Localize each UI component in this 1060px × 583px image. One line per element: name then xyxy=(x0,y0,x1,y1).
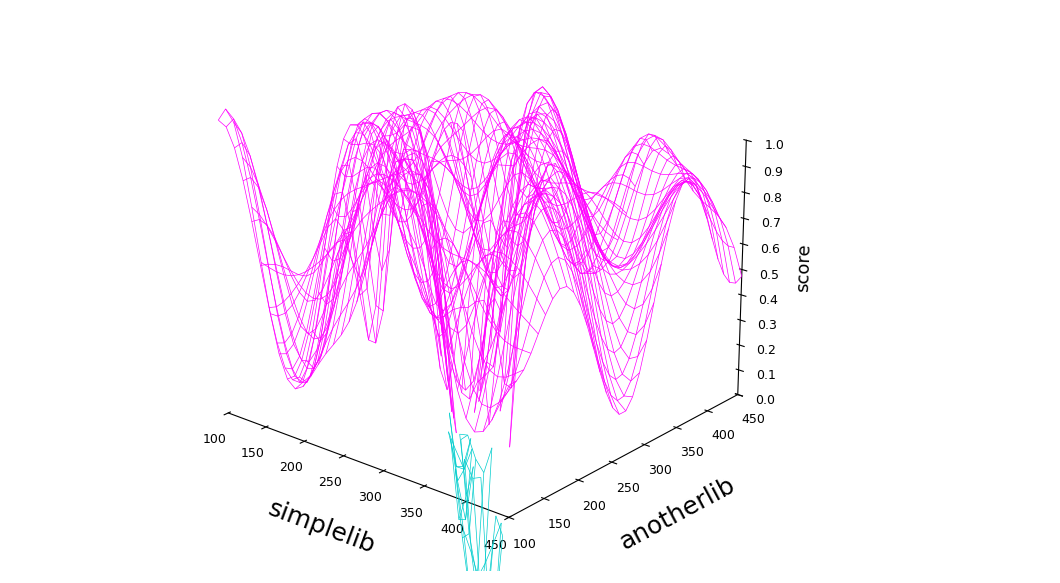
Y-axis label: anotherlib: anotherlib xyxy=(616,473,740,554)
X-axis label: simplelib: simplelib xyxy=(264,497,378,559)
